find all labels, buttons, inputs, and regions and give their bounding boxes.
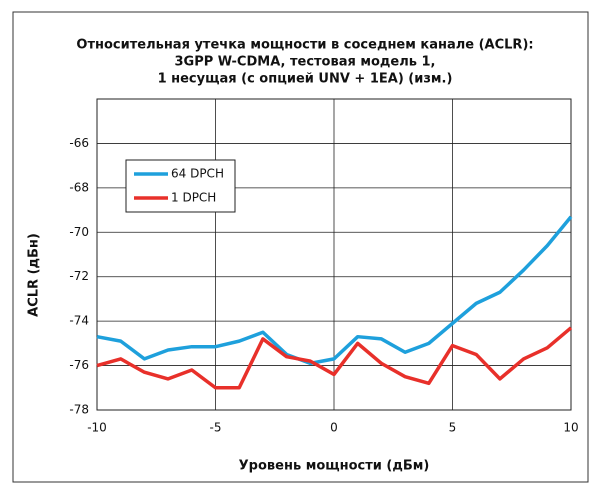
x-tick-label: 0	[330, 421, 338, 435]
legend-box	[125, 159, 236, 213]
series-line	[96, 326, 573, 390]
x-tick-label: 5	[449, 421, 457, 435]
chart-title: Относительная утечка мощности в соседнем…	[76, 38, 533, 53]
y-tick-label: -78	[69, 403, 89, 417]
legend-label: 1 DPCH	[171, 191, 216, 205]
x-tick-label: 10	[563, 421, 578, 435]
x-tick-label: -10	[87, 421, 107, 435]
y-tick-label: -66	[69, 136, 89, 150]
y-tick-label: -76	[69, 358, 89, 372]
y-axis-label: ACLR (дБн)	[27, 233, 42, 317]
y-tick-label: -74	[69, 314, 89, 328]
y-tick-label: -72	[69, 269, 89, 283]
y-tick-label: -68	[69, 180, 89, 194]
series-line	[96, 215, 573, 366]
chart-title: 3GPP W-CDMA, тестовая модель 1,	[174, 55, 435, 70]
y-tick-label: -70	[69, 225, 89, 239]
chart-title: 1 несущая (с опцией UNV + 1EA) (изм.)	[158, 72, 453, 87]
x-tick-label: -5	[210, 421, 222, 435]
frame	[12, 11, 589, 483]
x-axis-label: Уровень мощности (дБм)	[239, 459, 430, 474]
legend-label: 64 DPCH	[171, 167, 224, 181]
